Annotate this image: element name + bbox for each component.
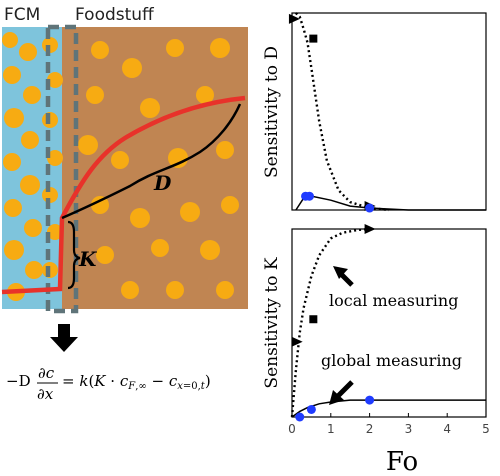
particle (96, 246, 114, 264)
particle (221, 196, 239, 214)
chart-k: 0 1 2 3 4 5 Sensitivity to K Fo local measuri… (262, 224, 490, 476)
d-label: D (153, 171, 172, 195)
particle (91, 196, 109, 214)
particle (4, 199, 22, 217)
particle (166, 281, 184, 299)
chart-marker-triangle (291, 336, 303, 347)
chart-k-ylabel: Sensitivity to K (262, 257, 282, 388)
particle (2, 32, 18, 48)
svg-text:∂c: ∂c (38, 364, 55, 382)
particle (180, 202, 200, 222)
x-tick-label: 2 (366, 422, 374, 436)
chart-marker-triangle (288, 13, 300, 24)
particle (168, 148, 188, 168)
particle (166, 39, 184, 57)
chart-marker-circle (365, 395, 375, 405)
annotation-global-measuring: global measuring (321, 351, 462, 370)
particle (216, 281, 234, 299)
particle (21, 131, 39, 149)
particle (4, 240, 24, 260)
down-arrow-icon (50, 324, 78, 352)
chart-d-markers (288, 13, 376, 213)
particle (47, 72, 63, 88)
particle (47, 224, 63, 240)
chart-marker-circle (365, 203, 375, 213)
equation-rhs: = k(K · cF,∞ − cx=0,t) (62, 372, 211, 392)
arrow-to-global-curve-icon (329, 380, 354, 405)
particle (23, 86, 41, 104)
particle (86, 86, 104, 104)
chart-marker-circle (304, 191, 314, 201)
particle (111, 151, 129, 169)
arrow-to-local-curve-icon (333, 266, 354, 287)
particle (25, 261, 43, 279)
particle (130, 208, 150, 228)
foodstuff-label: Foodstuff (75, 5, 155, 25)
x-tick-label: 5 (482, 422, 490, 436)
chart-k-frame (291, 228, 487, 418)
annotation-local-measuring: local measuring (329, 291, 458, 310)
food-concentration-curve (61, 103, 242, 220)
particle (19, 43, 37, 61)
chart-k-x-ticks: 0 1 2 3 4 5 (288, 413, 490, 436)
svg-text:∂x: ∂x (37, 385, 54, 403)
x-tick-label: 1 (327, 422, 335, 436)
chart-k-xlabel: Fo (386, 447, 418, 476)
x-tick-label: 3 (405, 422, 413, 436)
schematic: D K FCM Foodstuff −D ∂c ∂x = k(K · cF,∞ … (1, 5, 248, 403)
chart-d-ylabel: Sensitivity to D (262, 46, 282, 178)
chart-d: Sensitivity to D (262, 12, 487, 213)
interface-zone (45, 24, 79, 314)
chart-k-series-dotted (290, 227, 370, 418)
chart-marker-square (309, 34, 318, 43)
chart-d-series-dotted (295, 12, 390, 212)
particle (3, 153, 21, 171)
particle (91, 41, 109, 59)
fcm-label: FCM (4, 5, 40, 25)
particle (210, 38, 230, 58)
equation: −D (6, 372, 31, 390)
particle (78, 135, 98, 155)
particle (196, 86, 214, 104)
particle (20, 175, 40, 195)
particle (121, 281, 139, 299)
particle (200, 240, 220, 260)
chart-marker-circle (306, 404, 316, 414)
k-brace (67, 220, 81, 290)
k-label: K (78, 247, 98, 271)
chart-d-series-solid (295, 195, 486, 211)
particle (3, 66, 21, 84)
equation-fraction: ∂c ∂x (37, 364, 58, 403)
chart-k-series-solid (291, 399, 486, 418)
chart-marker-square (309, 315, 318, 324)
particle (216, 141, 234, 159)
x-tick-label: 0 (288, 422, 296, 436)
particle (151, 239, 169, 257)
chart-marker-circle (295, 412, 305, 422)
particle (122, 58, 142, 78)
particle (4, 108, 24, 128)
particle (24, 219, 42, 237)
chart-d-frame (291, 12, 487, 211)
x-tick-label: 4 (443, 422, 451, 436)
chart-marker-triangle (364, 224, 376, 234)
particle (47, 150, 63, 166)
particle (140, 98, 160, 118)
chart-k-markers (291, 224, 376, 422)
fcm-concentration-curve (1, 95, 246, 295)
